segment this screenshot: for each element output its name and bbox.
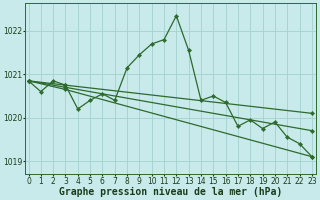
X-axis label: Graphe pression niveau de la mer (hPa): Graphe pression niveau de la mer (hPa) [59,187,282,197]
